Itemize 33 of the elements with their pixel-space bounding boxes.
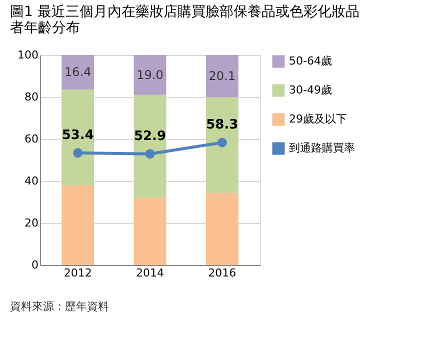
x-tick-label: 2012 xyxy=(64,266,92,280)
data-label: 58.3 xyxy=(206,118,238,133)
legend-label: 50-64歲 xyxy=(289,54,332,68)
y-tick-label: 60 xyxy=(24,132,38,146)
bar xyxy=(62,185,94,265)
bar xyxy=(134,94,166,198)
x-tick-label: 2014 xyxy=(136,266,164,280)
bar xyxy=(206,55,238,98)
source-note: 資料來源：歷年資料 xyxy=(10,300,109,313)
y-tick-label: 100 xyxy=(18,48,38,62)
y-tick-label: 0 xyxy=(32,258,38,272)
chart-title: 圖1 最近三個月內在藥妝店購買臉部保養品或色彩化妝品者年齡分布 xyxy=(10,4,360,36)
bar xyxy=(206,192,238,265)
bar xyxy=(62,89,94,186)
y-tick-label: 40 xyxy=(24,174,38,188)
bar xyxy=(134,198,166,265)
data-label: 52.9 xyxy=(134,128,166,144)
legend-label: 29歲及以下 xyxy=(289,112,347,126)
y-tick-label: 80 xyxy=(24,90,38,104)
data-label: 16.4 xyxy=(64,65,92,80)
legend-label: 到通路購買率 xyxy=(289,142,355,154)
bar xyxy=(134,55,166,95)
point xyxy=(73,148,83,158)
x-tick-label: 2016 xyxy=(208,266,236,280)
bar xyxy=(206,97,238,193)
legend-label: 30-49歲 xyxy=(289,84,332,96)
point xyxy=(217,138,227,148)
data-label: 53.4 xyxy=(62,128,94,143)
data-label: 19.0 xyxy=(136,68,164,82)
point xyxy=(145,149,155,159)
data-label: 20.1 xyxy=(208,69,236,84)
bar xyxy=(62,55,94,90)
y-tick-label: 20 xyxy=(24,216,38,230)
